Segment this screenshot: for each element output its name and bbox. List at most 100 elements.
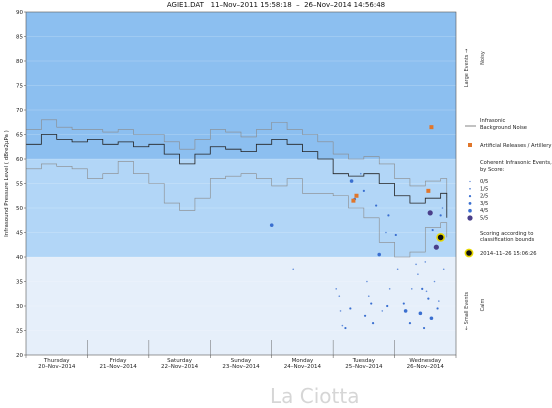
event-point (431, 228, 434, 232)
legend-scoring-label-1: Scoring according to (480, 231, 533, 237)
artificial-release-point (351, 198, 356, 203)
event-point (441, 207, 444, 209)
event-point (396, 268, 399, 271)
event-point (339, 310, 342, 312)
watermark-text: La Ciotta (270, 384, 360, 408)
legend-events-title-2: by Score: (480, 167, 505, 173)
event-point (335, 288, 338, 290)
noise-lower-line (26, 161, 448, 258)
event-point (422, 326, 426, 330)
event-point (375, 204, 378, 207)
legend-score-label: 3/5 (480, 201, 488, 207)
artificial-release-point (426, 188, 431, 193)
legend-score-swatch (467, 215, 473, 221)
event-point (421, 287, 424, 290)
highlight-point (436, 232, 446, 242)
event-point (429, 316, 434, 321)
legend-highlight-swatch (464, 248, 474, 258)
y-tick-label: 45 (16, 231, 23, 237)
event-point (415, 263, 417, 266)
event-point (366, 280, 368, 283)
legend-score-label: 4/5 (480, 208, 488, 214)
event-point (402, 302, 405, 305)
y-tick-label: 70 (16, 108, 23, 114)
title-file: AGIE1.DAT (166, 1, 204, 9)
x-day-label: Monday (292, 358, 314, 364)
x-day-label: Friday (110, 358, 127, 364)
event-point (362, 189, 365, 192)
y-axis-label: Infrasound Pressure Level ( dBre2µPa ) (4, 130, 10, 237)
x-date-label: 22–Nov–2014 (161, 364, 199, 370)
event-point (349, 179, 354, 183)
x-day-label: Saturday (167, 358, 193, 364)
legend-score-swatch (468, 202, 472, 205)
event-point (427, 210, 433, 216)
event-point (403, 309, 408, 313)
event-point (269, 223, 274, 227)
y-tick-label: 90 (16, 10, 23, 16)
y-tick-label: 35 (16, 280, 23, 286)
legend-artificial-swatch (468, 143, 472, 147)
legend-events-title-1: Coherent Infrasonic Events, (480, 160, 552, 166)
event-point (417, 273, 419, 275)
title-start: 11–Nov–2011 15:58:18 (210, 1, 292, 9)
y-tick-label: 55 (16, 182, 23, 188)
right-axis-labels: Large Events → Noisy ← Small Events Calm (464, 49, 486, 330)
legend-highlight-time: 2014–11–26 15:06:26 (480, 251, 537, 257)
legend-score-label: 5/5 (480, 216, 488, 222)
y-tick-label: 50 (16, 206, 23, 212)
y-tick-label: 25 (16, 329, 23, 335)
x-day-label: Tuesday (352, 358, 376, 364)
event-point (425, 290, 428, 293)
legend-score-swatch (469, 188, 471, 190)
chart-title: AGIE1.DAT 11–Nov–2011 15:58:18 – 26–Nov–… (0, 1, 552, 9)
event-point (292, 268, 295, 271)
legend-scoring-label-2: classification bounds (480, 237, 535, 243)
event-point (388, 288, 391, 290)
event-point (424, 261, 427, 263)
event-point (370, 302, 373, 305)
y-tick-label: 40 (16, 255, 23, 261)
y-tick-label: 20 (16, 353, 23, 359)
noise-median-line (26, 134, 448, 218)
y-tick-label: 60 (16, 157, 23, 163)
x-date-label: 24–Nov–2014 (284, 364, 322, 370)
event-point (418, 311, 423, 316)
legend-noise-label-2: Background Noise (480, 125, 527, 131)
event-point (363, 314, 367, 317)
event-point (338, 295, 341, 298)
x-day-label: Sunday (231, 358, 252, 364)
event-point (387, 214, 390, 217)
y-tick-label: 65 (16, 133, 23, 139)
legend-score-label: 0/5 (480, 179, 488, 185)
x-date-label: 26–Nov–2014 (407, 364, 445, 370)
event-point (386, 304, 389, 308)
noisy-label: Noisy (480, 51, 486, 65)
large-events-label: Large Events → (464, 49, 470, 87)
legend-artificial-label: Artificial Releases / Artillery (480, 143, 551, 149)
event-point (408, 322, 412, 325)
title-end: 26–Nov–2014 14:56:48 (304, 1, 386, 9)
x-date-label: 25–Nov–2014 (345, 364, 383, 370)
x-date-label: 20–Nov–2014 (38, 364, 76, 370)
event-markers (269, 125, 446, 330)
x-date-label: 21–Nov–2014 (100, 364, 138, 370)
event-point (433, 280, 436, 283)
legend-score-swatch (468, 195, 472, 198)
y-tick-label: 75 (16, 84, 23, 90)
x-day-label: Wednesday (409, 358, 442, 364)
event-point (394, 233, 397, 237)
calm-label: Calm (480, 298, 486, 311)
legend-score-label: 2/5 (480, 194, 488, 200)
x-date-label: 23–Nov–2014 (222, 364, 260, 370)
event-point (349, 307, 352, 310)
event-point (371, 322, 375, 325)
event-point (442, 268, 445, 271)
event-point (359, 172, 362, 175)
event-point (438, 300, 440, 302)
y-tick-label: 30 (16, 304, 23, 310)
noise-upper-line (26, 119, 448, 199)
artificial-release-point (429, 125, 434, 130)
event-point (385, 231, 387, 234)
